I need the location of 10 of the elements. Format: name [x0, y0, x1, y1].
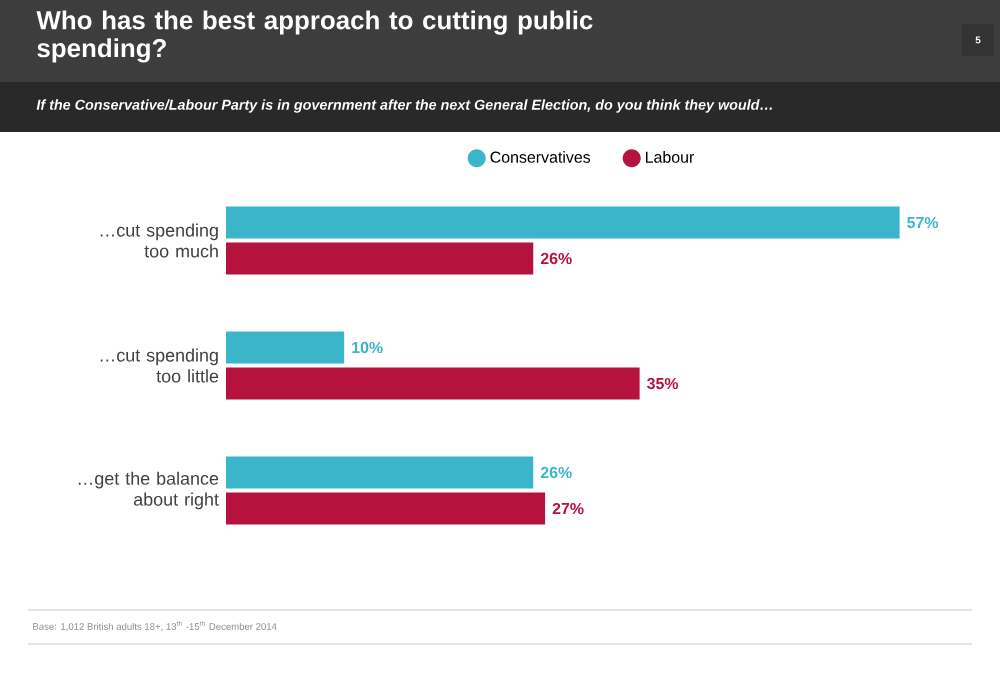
y-tick-label: …get the balance about right [78, 471, 219, 510]
y-tick-label: …cut spending too little [100, 348, 219, 383]
bar [226, 331, 345, 364]
bar [226, 492, 546, 525]
bar [226, 242, 534, 275]
bar [226, 367, 640, 400]
bar [226, 206, 900, 239]
chart-title: Who has the best approach to cutting public spending? [36, 10, 593, 63]
bar [226, 456, 534, 489]
y-tick-label: …cut spending too much [100, 223, 218, 258]
